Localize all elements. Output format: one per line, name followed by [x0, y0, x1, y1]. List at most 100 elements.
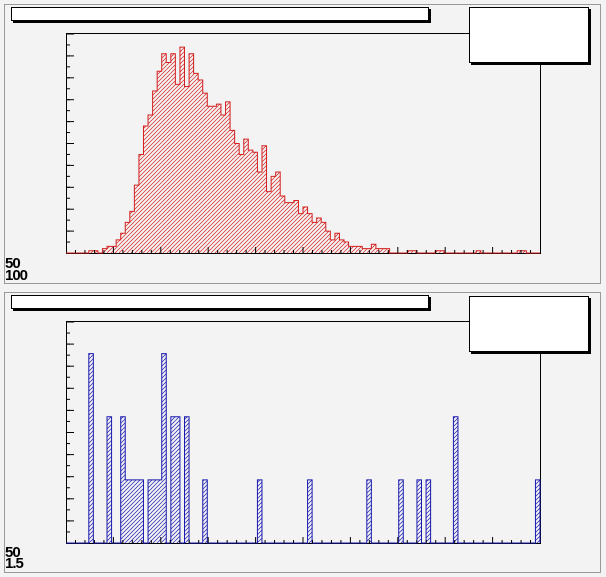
- histogram-bin: [143, 125, 149, 253]
- histogram-bin: [193, 73, 199, 253]
- histogram-bin: [225, 101, 231, 253]
- histogram-bin: [535, 479, 540, 543]
- histogram-bin: [307, 479, 313, 543]
- top-title-box: [11, 7, 429, 21]
- histogram-bin: [234, 143, 240, 253]
- histogram-outline: [66, 46, 540, 254]
- histogram-bin: [179, 47, 185, 253]
- histogram-bin: [407, 250, 413, 253]
- bottom-stats-box: [469, 296, 589, 352]
- histogram-bin: [412, 250, 417, 253]
- histogram-bin: [334, 233, 340, 253]
- histogram-bin: [120, 416, 126, 543]
- histogram-bin: [366, 479, 372, 543]
- histogram-bin: [152, 90, 158, 253]
- histogram-bin: [166, 62, 171, 253]
- histogram-bin: [307, 213, 313, 253]
- histogram-bin: [289, 202, 294, 253]
- histogram-bin: [189, 53, 194, 254]
- bottom-yaxis-label-2: 1.5: [5, 555, 24, 572]
- histogram-bin: [385, 248, 390, 253]
- histogram-bin: [426, 479, 431, 543]
- histogram-bin: [161, 353, 167, 543]
- histogram-bin: [321, 222, 326, 253]
- histogram-bin: [116, 239, 121, 253]
- histogram-bin: [88, 353, 94, 543]
- histogram-bin: [243, 139, 249, 253]
- histogram-bin: [170, 416, 176, 543]
- histogram-bin: [107, 246, 112, 253]
- histogram-bin: [239, 154, 244, 253]
- histogram-bin: [129, 479, 135, 543]
- bottom-plot-frame: [66, 321, 541, 544]
- histogram-bin: [257, 171, 262, 253]
- histogram-bin: [271, 176, 276, 253]
- histogram-bin: [339, 239, 345, 253]
- histogram-bin: [439, 250, 445, 253]
- histogram-bin: [521, 250, 527, 253]
- histogram-bin: [125, 479, 130, 543]
- top-yaxis-label-2: 100: [5, 267, 28, 284]
- histogram-bin: [316, 217, 322, 253]
- histogram-bin: [125, 222, 130, 253]
- histogram-bin: [476, 250, 481, 253]
- histogram-bin: [211, 106, 217, 254]
- histogram-bin: [248, 150, 253, 253]
- histogram-bin: [298, 213, 303, 253]
- histogram-bin: [435, 250, 440, 253]
- histogram-bin: [148, 115, 153, 253]
- histogram-bin: [207, 106, 212, 254]
- histogram-bin: [284, 202, 290, 253]
- histogram-bin: [375, 248, 381, 253]
- histogram-bin: [148, 479, 153, 543]
- histogram-bin: [184, 86, 190, 253]
- histogram-bin: [170, 53, 176, 254]
- histogram-bin: [93, 250, 98, 253]
- histogram-bin: [252, 152, 258, 253]
- histogram-bin: [398, 479, 404, 543]
- top-stats-box: [469, 7, 589, 63]
- histogram-bin: [344, 242, 349, 253]
- histogram-bin: [330, 239, 335, 253]
- histogram-bin: [293, 200, 299, 253]
- histogram-bin: [230, 130, 235, 253]
- histogram-bin: [129, 211, 135, 253]
- bottom-yaxis-label-1: 50: [5, 544, 21, 561]
- histogram-bin: [453, 416, 458, 543]
- histogram-bin: [198, 79, 203, 254]
- histogram-bin: [138, 479, 144, 543]
- histogram-bin: [266, 191, 272, 253]
- histogram-bin: [175, 416, 180, 543]
- histogram-bin: [134, 479, 139, 543]
- histogram-bin: [353, 246, 358, 253]
- histogram-bin: [380, 248, 386, 253]
- histogram-bin: [202, 93, 208, 253]
- histogram-bin: [88, 250, 94, 253]
- histogram-bin: [161, 53, 167, 254]
- histogram-bin: [134, 185, 139, 253]
- histogram-bin: [152, 479, 158, 543]
- histogram-bin: [175, 84, 180, 254]
- histogram-bin: [157, 71, 162, 253]
- histogram-bin: [517, 250, 522, 253]
- histogram-bin: [261, 145, 267, 253]
- histogram-bin: [220, 115, 226, 253]
- histogram-bin: [216, 104, 221, 253]
- histogram-bin: [157, 479, 162, 543]
- histogram-bin: [184, 416, 190, 543]
- histogram-bin: [357, 246, 363, 253]
- histogram-bin: [371, 244, 376, 253]
- histogram-bin: [416, 479, 422, 543]
- histogram-bin: [257, 479, 262, 543]
- top-yaxis-label-1: 50: [5, 255, 21, 272]
- histogram-bin: [120, 233, 126, 253]
- bottom-title-box: [11, 295, 429, 309]
- histogram-bin: [312, 222, 317, 253]
- histogram-bin: [362, 248, 367, 253]
- histogram-bin: [102, 248, 108, 253]
- histogram-bin: [280, 196, 285, 253]
- histogram-bin: [325, 231, 331, 253]
- histogram-bin: [303, 207, 308, 253]
